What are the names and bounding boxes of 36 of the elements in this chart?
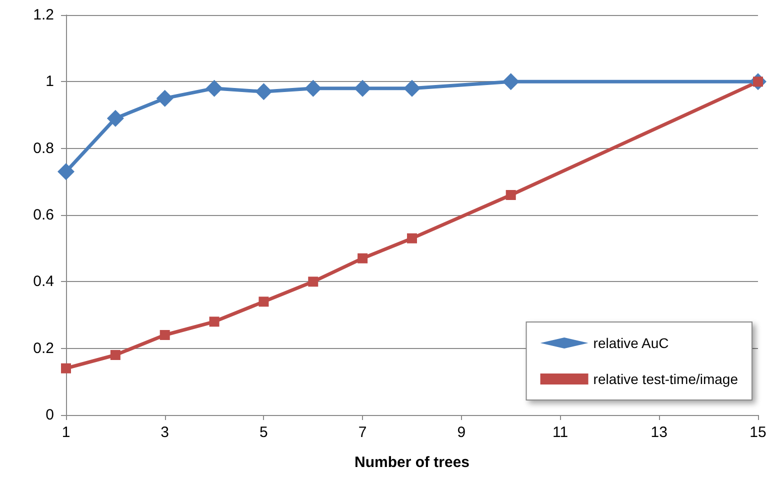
y-tick-label: 0.8 (33, 140, 54, 157)
point (110, 350, 120, 360)
x-tick-label: 7 (358, 424, 367, 441)
y-tick-label: 1.2 (33, 6, 54, 24)
legend-label: relative test-time/image (593, 371, 738, 387)
point (358, 253, 368, 264)
x-tick-label: 11 (552, 424, 568, 441)
x-tick-label: 15 (750, 424, 766, 441)
x-tick-label: 1 (62, 424, 70, 441)
x-tick-label: 3 (160, 424, 170, 441)
point (354, 80, 372, 97)
y-tick-label: 0.4 (33, 273, 54, 290)
point (304, 80, 322, 97)
y-tick-label: 0.6 (33, 206, 54, 224)
x-tick-label: 9 (457, 424, 466, 441)
y-tick-label: 1 (46, 73, 54, 90)
point (209, 316, 220, 327)
point (106, 110, 124, 127)
point (206, 80, 223, 97)
point (407, 233, 417, 244)
x-axis-title: Number of trees (354, 454, 470, 471)
point (58, 163, 74, 180)
point (255, 83, 272, 100)
point (258, 296, 269, 307)
point (61, 363, 71, 374)
point (308, 276, 318, 287)
x-tick-label: 13 (650, 424, 668, 441)
x-tick-label: 5 (260, 424, 268, 441)
y-tick-label: 0 (46, 406, 54, 424)
point (404, 80, 420, 97)
point (502, 73, 520, 90)
legend-label: relative AuC (593, 335, 669, 351)
y-tick-label: 0.2 (33, 340, 54, 357)
point (156, 90, 174, 107)
point (160, 330, 170, 340)
point (506, 190, 516, 200)
